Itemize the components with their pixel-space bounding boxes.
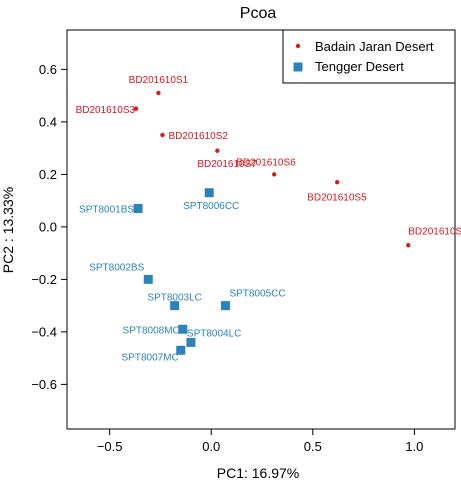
point-label-bd201610s4: BD201610S4 <box>408 226 461 237</box>
point-spt8002bs <box>143 274 153 284</box>
point-labels: BD201610S1 BD201610S3 BD201610S2 BD201610S7… <box>76 75 461 363</box>
point-label-spt8007mc: SPT8007MC <box>122 352 179 363</box>
point-label-bd201610s2: BD201610S2 <box>168 131 228 142</box>
point-spt8006cc <box>204 188 214 198</box>
point-label-bd201610s1: BD201610S1 <box>129 75 189 86</box>
point-bd201610s5 <box>334 180 340 185</box>
chart-title: Pcoa <box>240 5 277 22</box>
point-spt8003lc <box>170 301 180 311</box>
point-label-spt8003lc: SPT8003LC <box>147 293 201 304</box>
x-tick-label: 0.0 <box>202 439 220 454</box>
point-label-spt8008mc: SPT8008MC <box>123 325 180 336</box>
x-tick-label: 1.0 <box>405 439 423 454</box>
x-tick-label: −0.5 <box>97 439 123 454</box>
point-label-spt8001bs: SPT8001BS <box>79 205 134 216</box>
y-tick-label: 0.0 <box>39 219 57 234</box>
point-label-spt8002bs: SPT8002BS <box>89 262 144 273</box>
legend-label-badain-jaran: Badain Jaran Desert <box>315 39 434 54</box>
legend-label-tengger: Tengger Desert <box>315 59 404 74</box>
point-label-spt8004lc: SPT8004LC <box>187 328 241 339</box>
y-tick-label: 0.2 <box>39 167 57 182</box>
point-spt8001bs <box>133 204 143 213</box>
point-bd201610s6 <box>272 172 277 177</box>
point-label-bd201610s6: BD201610S6 <box>236 157 296 168</box>
point-label-bd201610s7: BD201610S7 <box>197 159 257 170</box>
y-tick-label: 0.4 <box>39 114 57 129</box>
x-axis: −0.5 0.0 0.5 1.0 <box>97 429 423 454</box>
y-axis-title: PC2 : 13.33% <box>0 187 16 273</box>
legend-marker-tengger <box>293 62 303 72</box>
point-spt8004lc <box>186 337 196 347</box>
point-bd201610s3 <box>133 106 139 111</box>
y-tick-label: 0.6 <box>39 62 57 77</box>
x-tick-label: 0.5 <box>304 439 322 454</box>
plot-frame <box>66 29 456 430</box>
point-bd201610s7 <box>215 148 220 153</box>
legend-marker-badain-jaran <box>295 43 301 49</box>
legend: Badain Jaran Desert Tengger Desert <box>282 29 456 84</box>
point-label-spt8005cc: SPT8005CC <box>229 289 285 300</box>
legend-box <box>282 29 456 84</box>
point-bd201610s1 <box>156 90 161 96</box>
point-label-bd201610s3: BD201610S3 <box>76 105 136 116</box>
point-spt8005cc <box>220 301 230 311</box>
y-tick-label: −0.6 <box>31 377 57 392</box>
point-spt8007mc <box>176 345 186 355</box>
x-axis-title: PC1: 16.97% <box>217 465 300 481</box>
y-tick-label: −0.2 <box>31 272 57 287</box>
point-bd201610s2 <box>160 132 165 138</box>
point-bd201610s4 <box>406 243 411 248</box>
point-spt8008mc <box>178 324 188 334</box>
data-points <box>133 90 411 355</box>
y-axis: −0.6 −0.4 −0.2 0.0 0.2 0.4 0.6 <box>31 62 67 392</box>
point-label-spt8006cc: SPT8006CC <box>183 201 239 212</box>
point-label-bd201610s5: BD201610S5 <box>307 192 367 203</box>
y-tick-label: −0.4 <box>31 324 57 339</box>
